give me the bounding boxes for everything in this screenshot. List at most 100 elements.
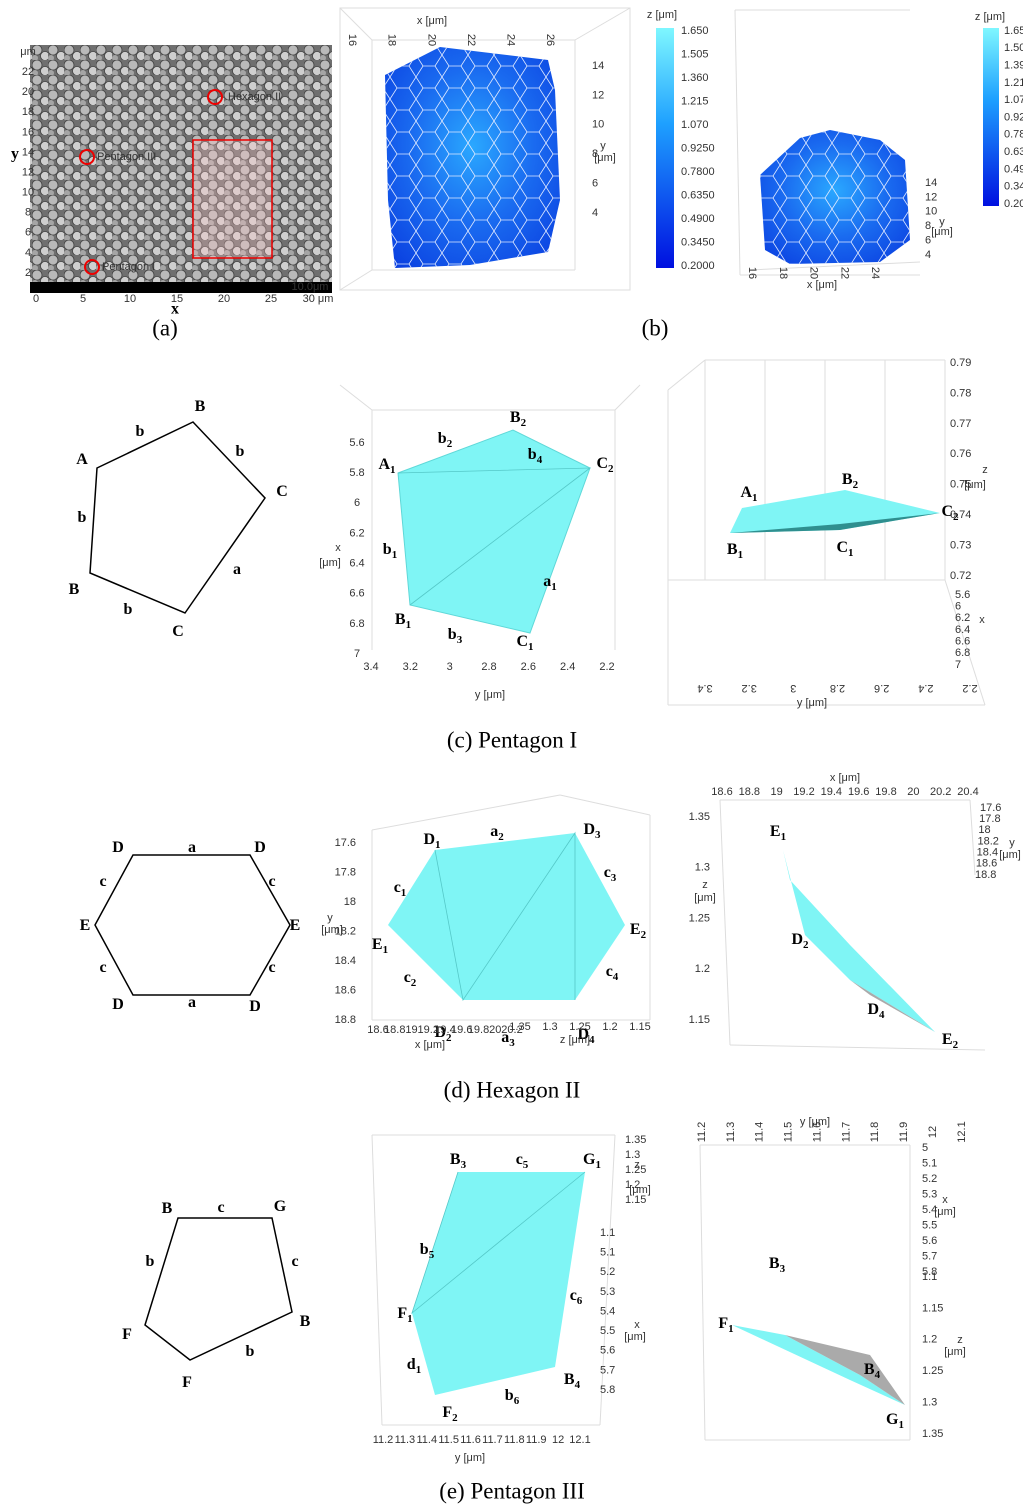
tick-label: 10	[925, 206, 937, 218]
tick-label: 1.390	[1004, 60, 1023, 72]
axis-label: [μm]	[964, 479, 986, 491]
label-subscript: 1	[416, 1364, 422, 1376]
tick-label: 5.5	[600, 1325, 615, 1337]
tick-label: 6.4	[349, 557, 364, 569]
label-text: B	[162, 1200, 173, 1217]
tick-label: 6.6	[349, 588, 364, 600]
tick-label: 19.2	[793, 786, 814, 798]
label-subscript: 2	[521, 417, 527, 429]
axis-label: z	[957, 1334, 963, 1346]
tick-label: 12	[925, 191, 937, 203]
vertex-label: B3	[769, 1255, 786, 1275]
caption: (e) Pentagon III	[439, 1478, 585, 1503]
vertex-label: b	[146, 1253, 155, 1270]
label-text: C	[596, 455, 608, 472]
axis-label: z	[702, 879, 708, 891]
tick-label: 1.25	[569, 1021, 590, 1033]
vertex-label: c	[99, 873, 106, 890]
label-text: b	[383, 541, 392, 558]
label-text: D	[112, 996, 124, 1013]
vertex-label: b	[124, 601, 133, 618]
vertex-label: C2	[596, 455, 614, 475]
axis-label: y [μm]	[797, 697, 827, 709]
label-text: c	[604, 864, 611, 881]
label-subscript: 4	[875, 1369, 881, 1381]
tick-label: 2	[25, 267, 31, 279]
tick-label: 19.8	[468, 1024, 489, 1036]
vertex-label: c5	[516, 1151, 529, 1171]
vertex-label: b2	[438, 430, 453, 450]
label-text: c	[217, 1199, 224, 1216]
tick-label: 1.360	[681, 72, 709, 84]
vertex-label: D	[112, 996, 124, 1013]
label-text: D	[112, 839, 124, 856]
label-subscript: 3	[611, 872, 617, 884]
vertex-label: c4	[606, 963, 619, 983]
colorbar-title: z [μm]	[647, 9, 677, 21]
vertex-label: B	[300, 1313, 311, 1330]
label-text: a	[490, 823, 498, 840]
label-text: b	[420, 1241, 429, 1258]
marker-label: Pentagon III	[97, 151, 156, 163]
axis-label: y	[327, 912, 333, 924]
vertex-label: F2	[442, 1404, 458, 1424]
tick-label: 5.6	[600, 1345, 615, 1357]
tick-label: 5.2	[600, 1266, 615, 1278]
grain-cells	[760, 130, 910, 264]
axis-label: [μm]	[694, 892, 716, 904]
axis-label: y	[11, 146, 19, 163]
tick-label: 22	[838, 267, 850, 279]
tick-label: 11.4	[754, 1122, 766, 1143]
scale-bar	[30, 282, 332, 293]
tick-label: 11.8	[504, 1434, 525, 1446]
label-subscript: 1	[728, 1323, 734, 1335]
schematic-polygon	[145, 1218, 292, 1360]
label-subscript: 1	[781, 831, 787, 843]
tick-label: 2.4	[918, 682, 933, 694]
tick-label: 2.8	[830, 682, 845, 694]
tick-label: 1.070	[1004, 94, 1023, 106]
tick-label: 19.4	[821, 786, 842, 798]
tick-label: 7	[955, 659, 961, 671]
vertex-label: a1	[543, 573, 557, 593]
label-text: a	[543, 573, 551, 590]
label-text: c	[516, 1151, 523, 1168]
axis-label: y	[1009, 837, 1015, 849]
label-subscript: 5	[523, 1159, 529, 1171]
tick-label: 1.650	[681, 25, 709, 37]
tick-label: 6	[25, 227, 31, 239]
label-text: B	[450, 1151, 461, 1168]
vertex-label: B	[195, 398, 206, 415]
axis-label: [μm]	[594, 152, 616, 164]
caption: (c) Pentagon I	[447, 727, 577, 752]
label-text: E	[770, 823, 781, 840]
label-text: b	[78, 509, 87, 526]
tick-label: 5.6	[349, 437, 364, 449]
tick-label: 0.73	[950, 539, 971, 551]
tick-label: 4	[592, 207, 598, 219]
vertex-label: E1	[770, 823, 786, 843]
tick-label: 1.3	[922, 1397, 937, 1409]
tick-label: 30 μm	[303, 293, 334, 305]
axis-label: x [μm]	[415, 1039, 445, 1051]
axis-label: [μm]	[934, 1206, 956, 1218]
tick-label: 0.79	[950, 357, 971, 369]
tick-label: 5.6	[922, 1235, 937, 1247]
grain-cells	[385, 47, 560, 268]
vertex-label: D3	[583, 821, 601, 841]
label-text: b	[236, 443, 245, 460]
tick-label: 1.35	[625, 1134, 646, 1146]
tick-label: 1.1	[922, 1271, 937, 1283]
tick-label: 11.9	[526, 1434, 547, 1446]
tick-label: 12.1	[956, 1121, 968, 1142]
label-text: D	[423, 831, 435, 848]
plot-box	[668, 360, 985, 705]
tick-label: 18.4	[335, 955, 356, 967]
label-text: A	[740, 484, 752, 501]
label-text: B	[195, 398, 206, 415]
tick-label: 11.5	[438, 1434, 459, 1446]
label-text: E	[290, 917, 301, 934]
vertex-label: D	[112, 839, 124, 856]
vertex-label: B2	[510, 409, 527, 429]
label-subscript: 1	[435, 839, 441, 851]
